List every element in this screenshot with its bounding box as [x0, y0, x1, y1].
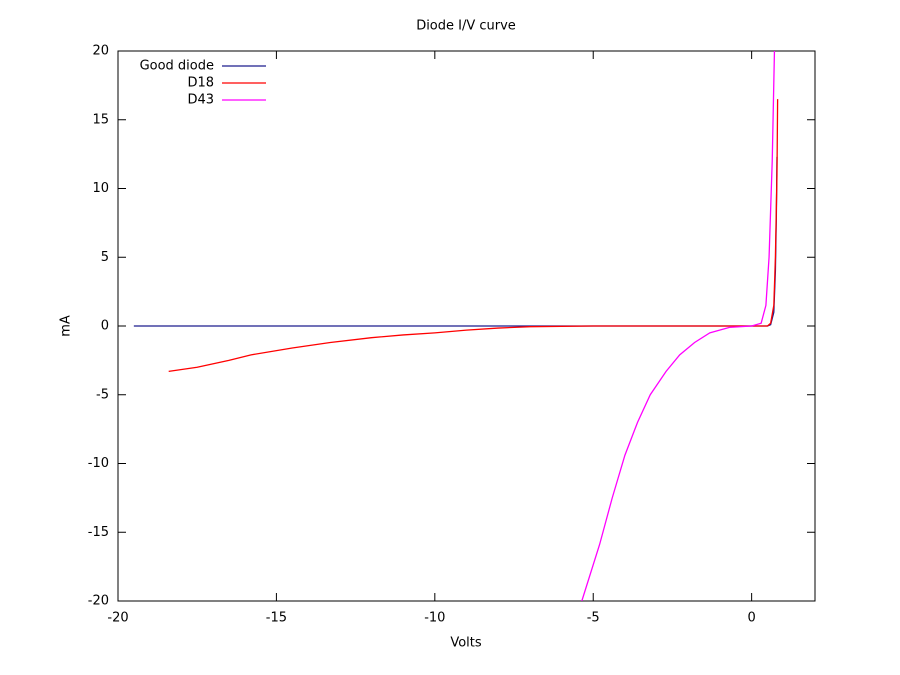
- chart-title: Diode I/V curve: [416, 19, 516, 34]
- x-tick-label: -20: [107, 611, 128, 626]
- y-tick-label: 15: [92, 112, 109, 127]
- x-tick-label: -5: [587, 611, 600, 626]
- x-tick-label: 0: [747, 611, 755, 626]
- y-tick-label: 5: [101, 250, 109, 265]
- legend-label: D18: [187, 76, 214, 91]
- y-tick-label: -15: [88, 525, 109, 540]
- y-tick-label: -10: [88, 456, 109, 471]
- y-tick-label: -20: [88, 594, 109, 609]
- series-line: [168, 99, 779, 373]
- y-tick-label: -5: [96, 387, 109, 402]
- x-tick-label: -10: [424, 611, 445, 626]
- y-tick-label: 10: [92, 181, 109, 196]
- x-tick-label: -15: [266, 611, 287, 626]
- legend-label: D43: [187, 93, 214, 108]
- y-tick-label: 20: [92, 44, 109, 59]
- plot-area: [133, 51, 779, 601]
- legend-label: Good diode: [140, 59, 214, 74]
- y-tick-label: 0: [101, 319, 109, 334]
- x-axis-label: Volts: [450, 636, 482, 651]
- y-axis-label: mA: [59, 315, 74, 337]
- series-line: [133, 156, 778, 327]
- series-line: [581, 51, 776, 601]
